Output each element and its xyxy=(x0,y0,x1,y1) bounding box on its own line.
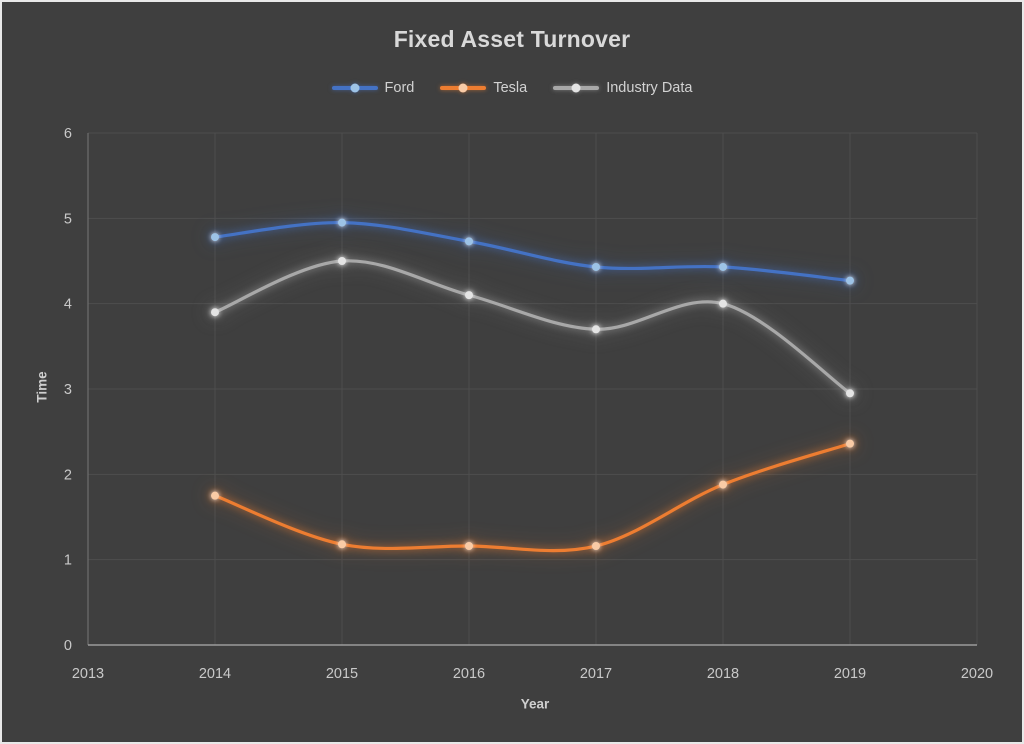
legend-label: Industry Data xyxy=(606,80,693,96)
series-line xyxy=(213,442,852,553)
y-axis-title: Time xyxy=(34,371,50,403)
svg-text:4: 4 xyxy=(64,297,72,313)
data-point-marker xyxy=(465,237,473,246)
data-point-marker xyxy=(846,276,854,285)
legend-item-industry-data: Industry Data xyxy=(553,80,692,96)
data-point-marker xyxy=(719,299,727,308)
svg-text:2015: 2015 xyxy=(326,666,358,682)
data-point-marker xyxy=(338,257,346,265)
legend-line-marker-icon xyxy=(553,83,600,93)
svg-text:2: 2 xyxy=(64,467,72,483)
data-point-marker xyxy=(211,308,219,317)
legend-item-tesla: Tesla xyxy=(440,80,527,96)
series-line xyxy=(213,220,852,283)
gridlines xyxy=(88,132,978,645)
svg-text:2018: 2018 xyxy=(707,666,739,682)
svg-text:2020: 2020 xyxy=(961,666,993,682)
data-point-marker xyxy=(592,542,600,551)
svg-text:2017: 2017 xyxy=(580,666,612,682)
series-markers xyxy=(211,439,854,551)
data-point-marker xyxy=(338,218,346,227)
data-point-marker xyxy=(211,233,219,242)
svg-text:2019: 2019 xyxy=(834,666,866,682)
series-ford xyxy=(211,218,854,285)
chart-title: Fixed Asset Turnover xyxy=(393,26,631,52)
series-industry-data xyxy=(211,257,854,398)
svg-text:2016: 2016 xyxy=(453,666,485,682)
svg-text:0: 0 xyxy=(64,638,72,654)
series-line xyxy=(213,259,852,395)
legend-line-marker-icon xyxy=(440,83,487,93)
y-tick-labels: 0 1 2 3 4 5 6 xyxy=(64,126,72,654)
series-markers xyxy=(211,218,854,285)
data-point-marker xyxy=(338,540,346,549)
x-tick-labels: 2013 2014 2015 2016 2017 2018 2019 2020 xyxy=(72,666,993,682)
data-point-marker xyxy=(719,262,727,271)
series-tesla xyxy=(211,439,854,553)
svg-text:3: 3 xyxy=(64,382,72,398)
svg-text:2014: 2014 xyxy=(199,666,231,682)
data-point-marker xyxy=(211,491,219,500)
legend-item-ford: Ford xyxy=(331,80,415,96)
data-point-marker xyxy=(846,439,854,448)
data-point-marker xyxy=(846,389,854,398)
svg-text:5: 5 xyxy=(64,211,72,227)
x-axis-title: Year xyxy=(520,696,550,712)
data-point-marker xyxy=(592,325,600,334)
data-point-marker xyxy=(719,480,727,489)
legend-line-marker-icon xyxy=(331,83,378,93)
data-point-marker xyxy=(592,262,600,271)
data-point-marker xyxy=(465,542,473,551)
legend-label: Ford xyxy=(384,80,415,96)
legend-label: Tesla xyxy=(493,80,528,96)
svg-text:1: 1 xyxy=(64,553,72,569)
svg-text:6: 6 xyxy=(64,126,72,142)
series-markers xyxy=(211,257,854,398)
legend: Ford Tesla Industry Data xyxy=(2,80,1022,96)
data-point-marker xyxy=(465,291,473,300)
svg-text:2013: 2013 xyxy=(72,666,104,682)
